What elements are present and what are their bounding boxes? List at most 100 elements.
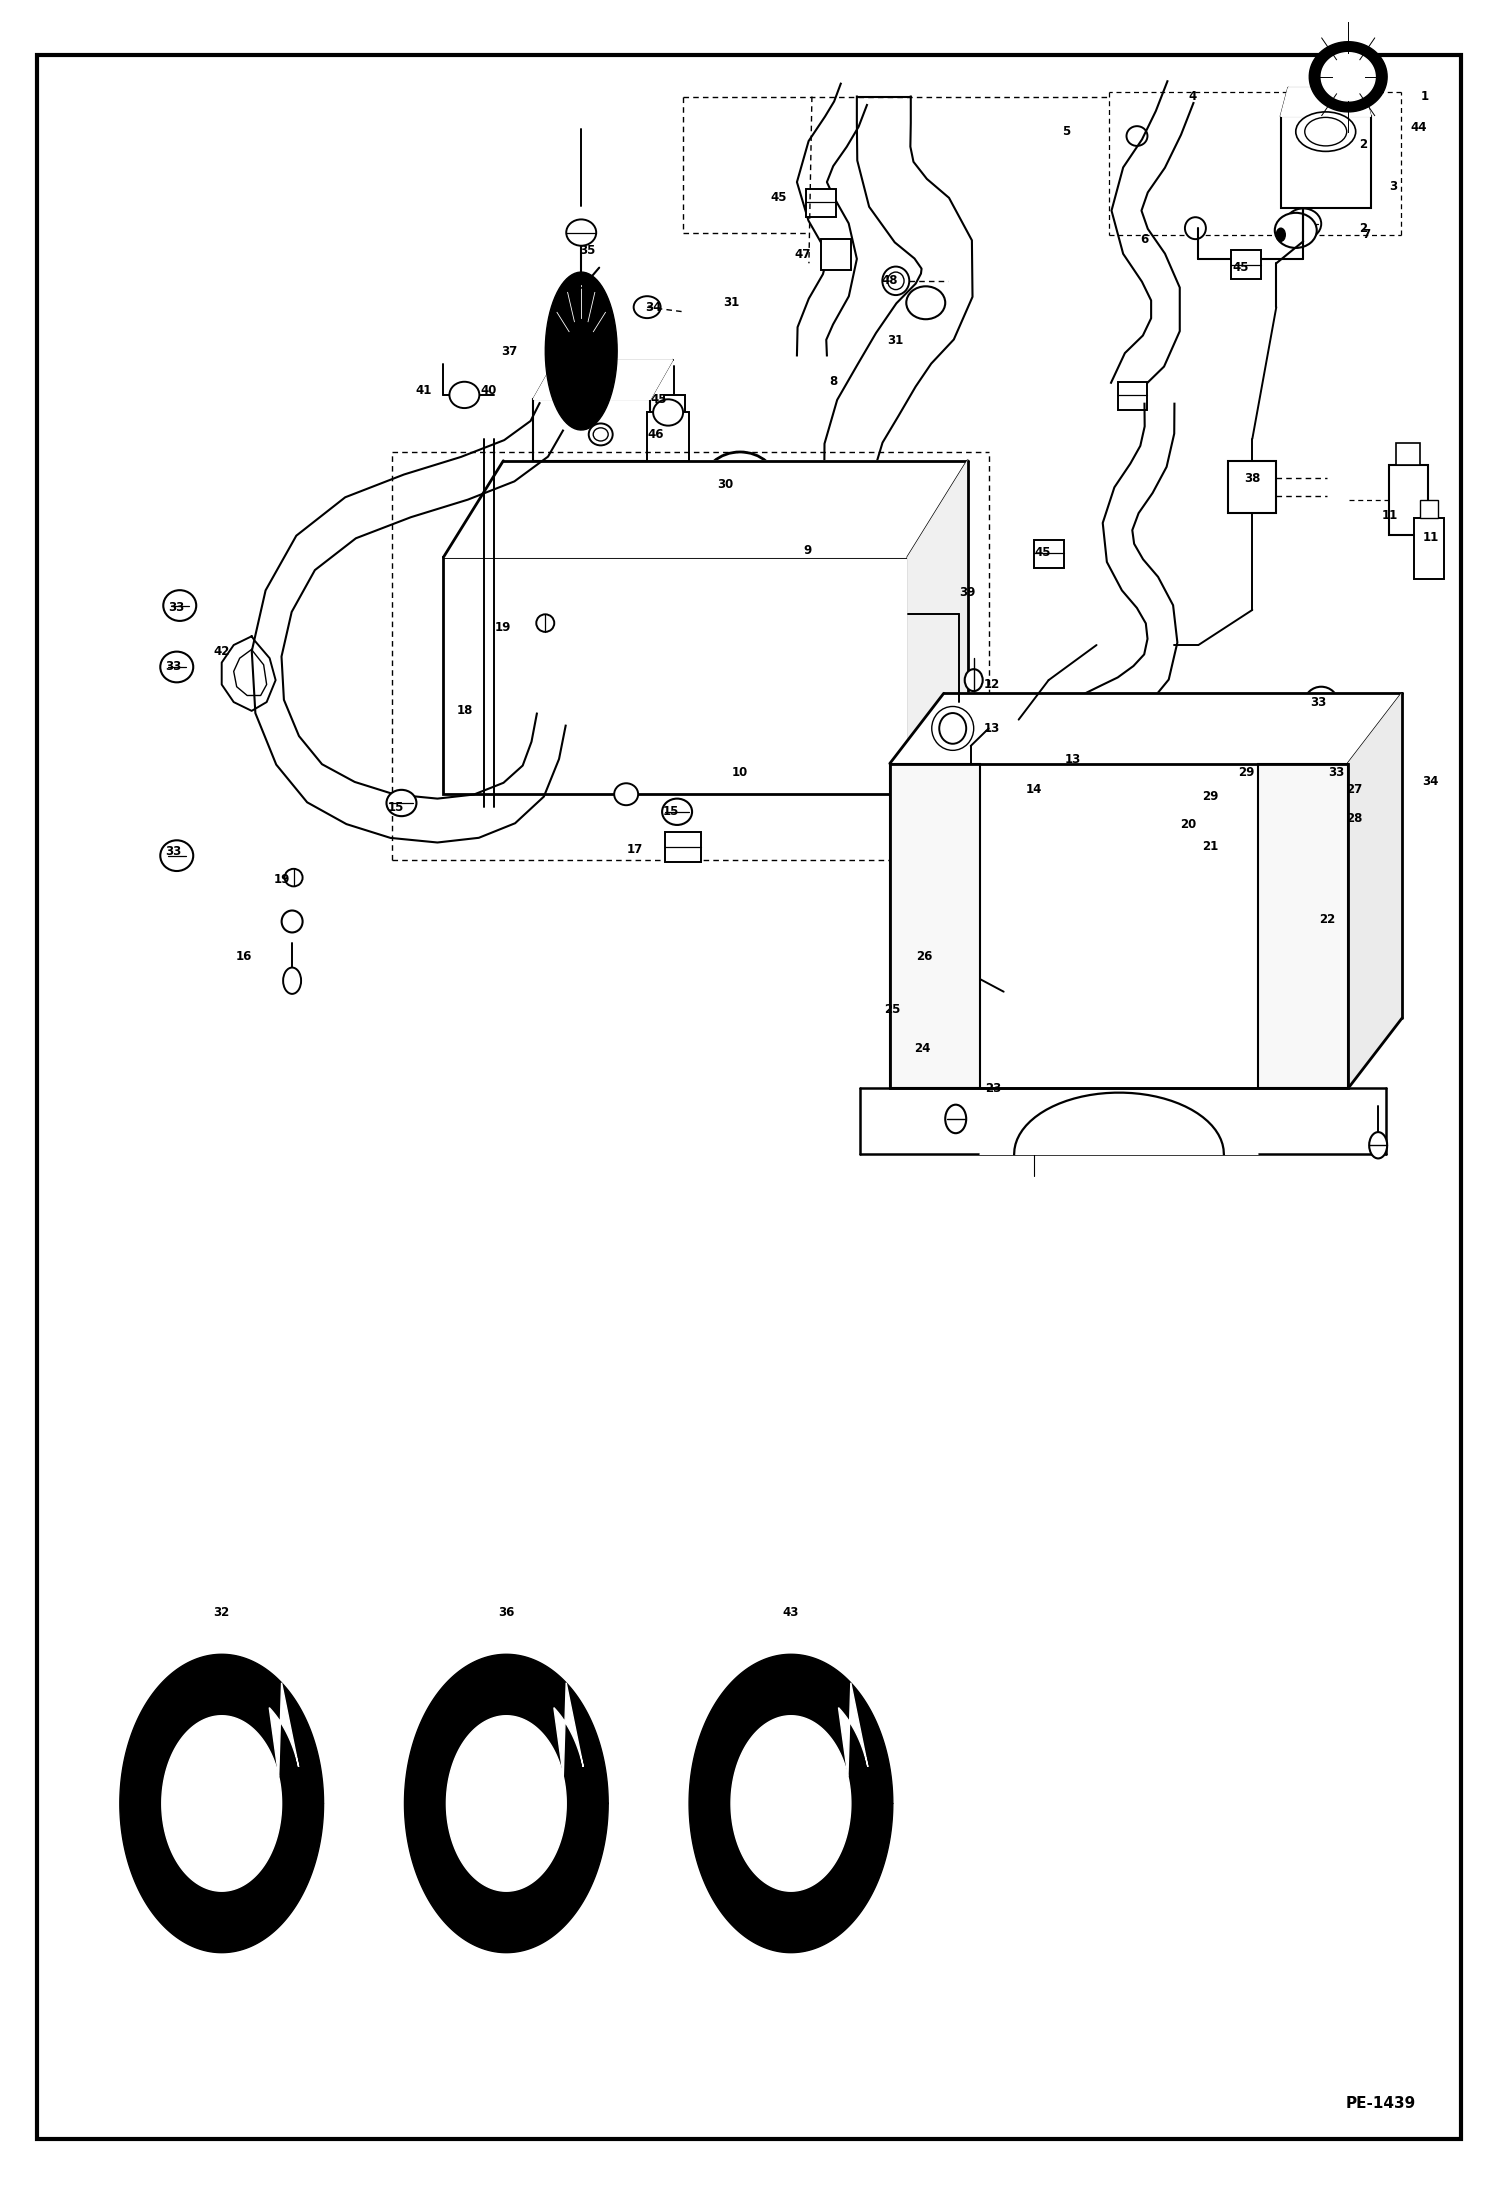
Ellipse shape bbox=[960, 715, 987, 742]
Ellipse shape bbox=[882, 268, 909, 296]
Bar bbox=[1231, 250, 1261, 279]
Polygon shape bbox=[554, 1683, 583, 1777]
Text: 34: 34 bbox=[580, 375, 595, 388]
Polygon shape bbox=[1321, 53, 1375, 101]
Text: 27: 27 bbox=[1347, 783, 1362, 796]
Text: 20: 20 bbox=[1180, 818, 1195, 832]
Text: 29: 29 bbox=[1239, 766, 1254, 779]
Text: 34: 34 bbox=[646, 301, 661, 314]
Polygon shape bbox=[689, 1654, 893, 1953]
Polygon shape bbox=[890, 764, 1348, 1088]
Bar bbox=[1281, 116, 1371, 208]
Text: 33: 33 bbox=[166, 845, 181, 858]
Text: 21: 21 bbox=[1203, 840, 1218, 853]
Ellipse shape bbox=[449, 382, 479, 408]
Bar bbox=[1258, 764, 1348, 1088]
Ellipse shape bbox=[566, 456, 596, 483]
Text: 45: 45 bbox=[1034, 546, 1052, 559]
Bar bbox=[665, 832, 701, 862]
Ellipse shape bbox=[282, 911, 303, 932]
Text: 46: 46 bbox=[647, 428, 665, 441]
Text: 13: 13 bbox=[1065, 753, 1080, 766]
Ellipse shape bbox=[662, 799, 692, 825]
Text: 22: 22 bbox=[1320, 913, 1335, 926]
Ellipse shape bbox=[1275, 213, 1317, 248]
Bar bbox=[533, 399, 650, 461]
Bar bbox=[890, 764, 980, 1088]
Bar bbox=[443, 557, 908, 794]
Bar bbox=[664, 395, 685, 491]
Bar bbox=[1034, 540, 1064, 568]
Text: 40: 40 bbox=[481, 384, 496, 397]
Text: 26: 26 bbox=[917, 950, 932, 963]
Text: 31: 31 bbox=[724, 296, 739, 309]
Polygon shape bbox=[404, 1654, 608, 1953]
Polygon shape bbox=[533, 360, 673, 399]
Text: 12: 12 bbox=[984, 678, 999, 691]
Text: 38: 38 bbox=[1245, 472, 1260, 485]
Ellipse shape bbox=[1276, 228, 1285, 241]
Text: 33: 33 bbox=[1311, 695, 1326, 709]
Polygon shape bbox=[839, 1683, 867, 1777]
Polygon shape bbox=[545, 272, 617, 430]
Ellipse shape bbox=[1200, 836, 1221, 856]
Polygon shape bbox=[908, 461, 968, 794]
Polygon shape bbox=[1309, 42, 1387, 112]
Ellipse shape bbox=[1168, 814, 1192, 836]
Ellipse shape bbox=[285, 869, 303, 886]
Ellipse shape bbox=[962, 875, 980, 897]
Bar bbox=[1389, 465, 1428, 535]
Ellipse shape bbox=[386, 790, 416, 816]
Ellipse shape bbox=[945, 1106, 966, 1132]
Text: 15: 15 bbox=[388, 801, 403, 814]
Bar bbox=[647, 412, 689, 461]
Ellipse shape bbox=[614, 783, 638, 805]
Text: 37: 37 bbox=[502, 344, 517, 358]
Text: 29: 29 bbox=[1203, 790, 1218, 803]
Polygon shape bbox=[446, 1716, 566, 1891]
Text: 48: 48 bbox=[881, 274, 899, 287]
Ellipse shape bbox=[939, 713, 966, 744]
Text: 7: 7 bbox=[1362, 228, 1371, 241]
Text: 11: 11 bbox=[1383, 509, 1398, 522]
Bar bbox=[725, 518, 755, 570]
Text: PE-1439: PE-1439 bbox=[1345, 2095, 1416, 2111]
Ellipse shape bbox=[906, 287, 945, 318]
Text: 34: 34 bbox=[1423, 774, 1438, 788]
Text: 2: 2 bbox=[1359, 222, 1368, 235]
Text: 45: 45 bbox=[770, 191, 788, 204]
Ellipse shape bbox=[1029, 849, 1044, 871]
Ellipse shape bbox=[634, 296, 661, 318]
Text: 33: 33 bbox=[166, 660, 181, 674]
Text: 36: 36 bbox=[499, 1606, 514, 1619]
Text: 11: 11 bbox=[1423, 531, 1438, 544]
Bar bbox=[1261, 755, 1327, 816]
Bar bbox=[1228, 461, 1276, 513]
Ellipse shape bbox=[566, 219, 596, 246]
Polygon shape bbox=[980, 1093, 1258, 1154]
Text: 41: 41 bbox=[416, 384, 431, 397]
Text: 13: 13 bbox=[984, 722, 999, 735]
Text: 19: 19 bbox=[496, 621, 511, 634]
Polygon shape bbox=[443, 461, 968, 557]
Text: 16: 16 bbox=[237, 950, 252, 963]
Bar bbox=[1420, 500, 1438, 518]
Text: 1: 1 bbox=[1420, 90, 1429, 103]
Ellipse shape bbox=[568, 483, 595, 509]
Ellipse shape bbox=[1126, 127, 1147, 147]
Text: 33: 33 bbox=[169, 601, 184, 614]
Text: 32: 32 bbox=[214, 1606, 229, 1619]
Text: 14: 14 bbox=[1026, 783, 1041, 796]
Text: 24: 24 bbox=[915, 1042, 930, 1055]
Bar bbox=[821, 239, 851, 270]
Text: 30: 30 bbox=[718, 478, 733, 491]
Polygon shape bbox=[731, 1716, 851, 1891]
Text: 42: 42 bbox=[214, 645, 229, 658]
Bar bbox=[806, 189, 836, 217]
Text: 15: 15 bbox=[664, 805, 679, 818]
Text: 4: 4 bbox=[1188, 90, 1197, 103]
Polygon shape bbox=[1281, 88, 1371, 116]
Text: 44: 44 bbox=[1410, 121, 1428, 134]
Text: 3: 3 bbox=[1389, 180, 1398, 193]
Ellipse shape bbox=[887, 272, 905, 290]
